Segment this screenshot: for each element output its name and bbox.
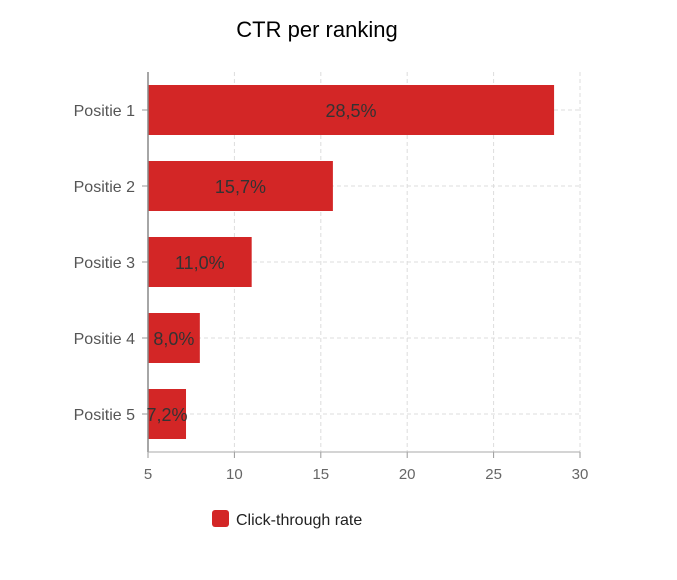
category-label: Positie 1 xyxy=(74,103,135,120)
axes: 5 10 15 20 25 30 Positie 1 Positie 2 Positie 3 Po… xyxy=(74,72,589,483)
bar-2[interactable] xyxy=(148,161,333,211)
legend[interactable]: Click-through rate xyxy=(212,510,362,529)
data-labels: 28,5% 15,7% 11,0% 8,0% 7,2% xyxy=(146,101,376,425)
data-label: 8,0% xyxy=(153,329,194,349)
legend-label: Click-through rate xyxy=(236,512,362,529)
data-label: 15,7% xyxy=(215,177,266,197)
bar-1[interactable] xyxy=(148,85,555,135)
data-label: 28,5% xyxy=(326,101,377,121)
x-tick-label: 30 xyxy=(572,466,589,483)
legend-swatch xyxy=(212,510,229,527)
bar-4[interactable] xyxy=(148,313,200,363)
x-tick-label: 25 xyxy=(485,466,502,483)
x-tick-label: 15 xyxy=(312,466,329,483)
category-label: Positie 2 xyxy=(74,179,135,196)
category-label: Positie 5 xyxy=(74,407,135,424)
bar-3[interactable] xyxy=(148,237,252,287)
chart-title: CTR per ranking xyxy=(236,17,397,42)
x-tick-label: 10 xyxy=(226,466,243,483)
x-tick-label: 5 xyxy=(144,466,152,483)
category-label: Positie 4 xyxy=(74,331,135,348)
bar-5[interactable] xyxy=(148,389,187,439)
data-label: 7,2% xyxy=(146,405,187,425)
bars xyxy=(148,85,555,439)
x-tick-label: 20 xyxy=(399,466,416,483)
data-label: 11,0% xyxy=(175,253,225,273)
category-label: Positie 3 xyxy=(74,255,135,272)
